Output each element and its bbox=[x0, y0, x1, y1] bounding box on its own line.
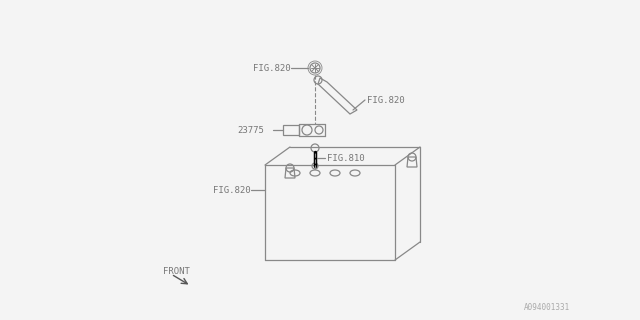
Text: FIG.810: FIG.810 bbox=[327, 154, 365, 163]
Text: 23775: 23775 bbox=[237, 125, 264, 134]
Text: A094001331: A094001331 bbox=[524, 303, 570, 313]
Bar bbox=[283, 125, 299, 135]
Text: FIG.820: FIG.820 bbox=[213, 186, 251, 195]
Circle shape bbox=[311, 144, 319, 152]
Text: FRONT: FRONT bbox=[163, 268, 190, 276]
Text: FIG.820: FIG.820 bbox=[253, 63, 291, 73]
Text: FIG.820: FIG.820 bbox=[367, 95, 404, 105]
Circle shape bbox=[312, 163, 318, 169]
